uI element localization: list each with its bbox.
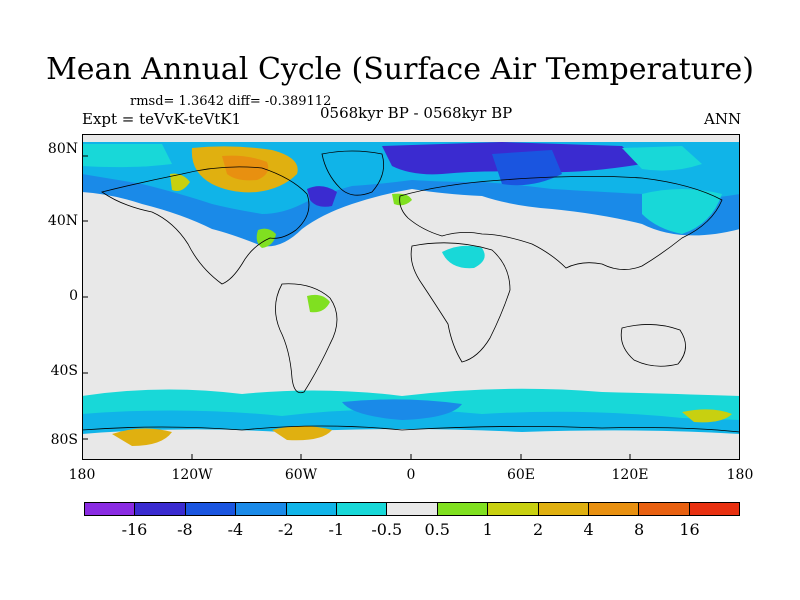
lon-label-180e: 180 bbox=[726, 467, 754, 483]
lon-label-60e: 60E bbox=[506, 467, 536, 483]
colorbar-label: -4 bbox=[227, 520, 244, 539]
colorbar-label: -0.5 bbox=[371, 520, 403, 539]
lon-label-120e: 120E bbox=[611, 467, 649, 483]
coastlines bbox=[82, 150, 740, 433]
south-america-outline bbox=[275, 283, 338, 394]
colorbar-label: 1 bbox=[482, 520, 493, 539]
canadian-warm-anomaly bbox=[170, 146, 298, 193]
colorbar-label: -16 bbox=[121, 520, 148, 539]
lat-label-80n: 80N bbox=[47, 141, 78, 157]
colorbar-swatch bbox=[538, 503, 589, 515]
colorbar-label: -1 bbox=[328, 520, 345, 539]
colorbar-swatch bbox=[286, 503, 337, 515]
lat-label-equator: 0 bbox=[69, 288, 78, 304]
lon-label-60w: 60W bbox=[284, 467, 318, 483]
colorbar-swatch bbox=[639, 503, 690, 515]
greenland-outline bbox=[321, 150, 385, 196]
colorbar-swatch bbox=[185, 503, 237, 515]
colorbar-swatch bbox=[85, 503, 136, 515]
temperature-difference-map bbox=[82, 134, 740, 460]
experiment-label: Expt = teVvK-teVtK1 bbox=[82, 110, 242, 128]
colorbar-swatch bbox=[387, 503, 438, 515]
lon-label-180w: 180 bbox=[68, 467, 96, 483]
colorbar-swatch bbox=[689, 503, 740, 515]
colorbar-label: 16 bbox=[679, 520, 700, 539]
plot-title: Mean Annual Cycle (Surface Air Temperatu… bbox=[46, 52, 754, 87]
lon-label-0: 0 bbox=[406, 467, 416, 483]
colorbar-swatch bbox=[437, 503, 489, 515]
southern-ocean-anomalies bbox=[82, 388, 740, 460]
colorbar-swatch bbox=[488, 503, 539, 515]
lon-label-120w: 120W bbox=[171, 467, 213, 483]
colorbar bbox=[84, 502, 740, 516]
lat-label-40n: 40N bbox=[47, 213, 78, 229]
colorbar-swatch bbox=[588, 503, 640, 515]
colorbar-swatch bbox=[135, 503, 186, 515]
australia-outline bbox=[620, 324, 686, 367]
rmsd-diff-stats: rmsd= 1.3642 diff= -0.389112 bbox=[130, 94, 332, 109]
antarctica-outline bbox=[82, 425, 740, 433]
africa-outline bbox=[410, 242, 511, 363]
lat-label-80s: 80S bbox=[50, 432, 78, 448]
season-label: ANN bbox=[704, 110, 742, 128]
colorbar-label: 8 bbox=[633, 520, 645, 539]
colorbar-label: 2 bbox=[533, 520, 544, 539]
period-label: 0568kyr BP - 0568kyr BP bbox=[320, 104, 513, 122]
lat-label-40s: 40S bbox=[50, 363, 78, 379]
north-america-outline bbox=[101, 166, 310, 285]
colorbar-label: -2 bbox=[278, 520, 294, 539]
axis-ticks bbox=[82, 155, 631, 460]
colorbar-label: -8 bbox=[177, 520, 193, 539]
midlatitude-anomalies bbox=[256, 189, 722, 313]
colorbar-label: 4 bbox=[583, 520, 594, 539]
colorbar-swatch bbox=[236, 503, 287, 515]
colorbar-swatch bbox=[336, 503, 388, 515]
eurasia-outline bbox=[399, 176, 723, 270]
colorbar-label: 0.5 bbox=[424, 520, 450, 539]
